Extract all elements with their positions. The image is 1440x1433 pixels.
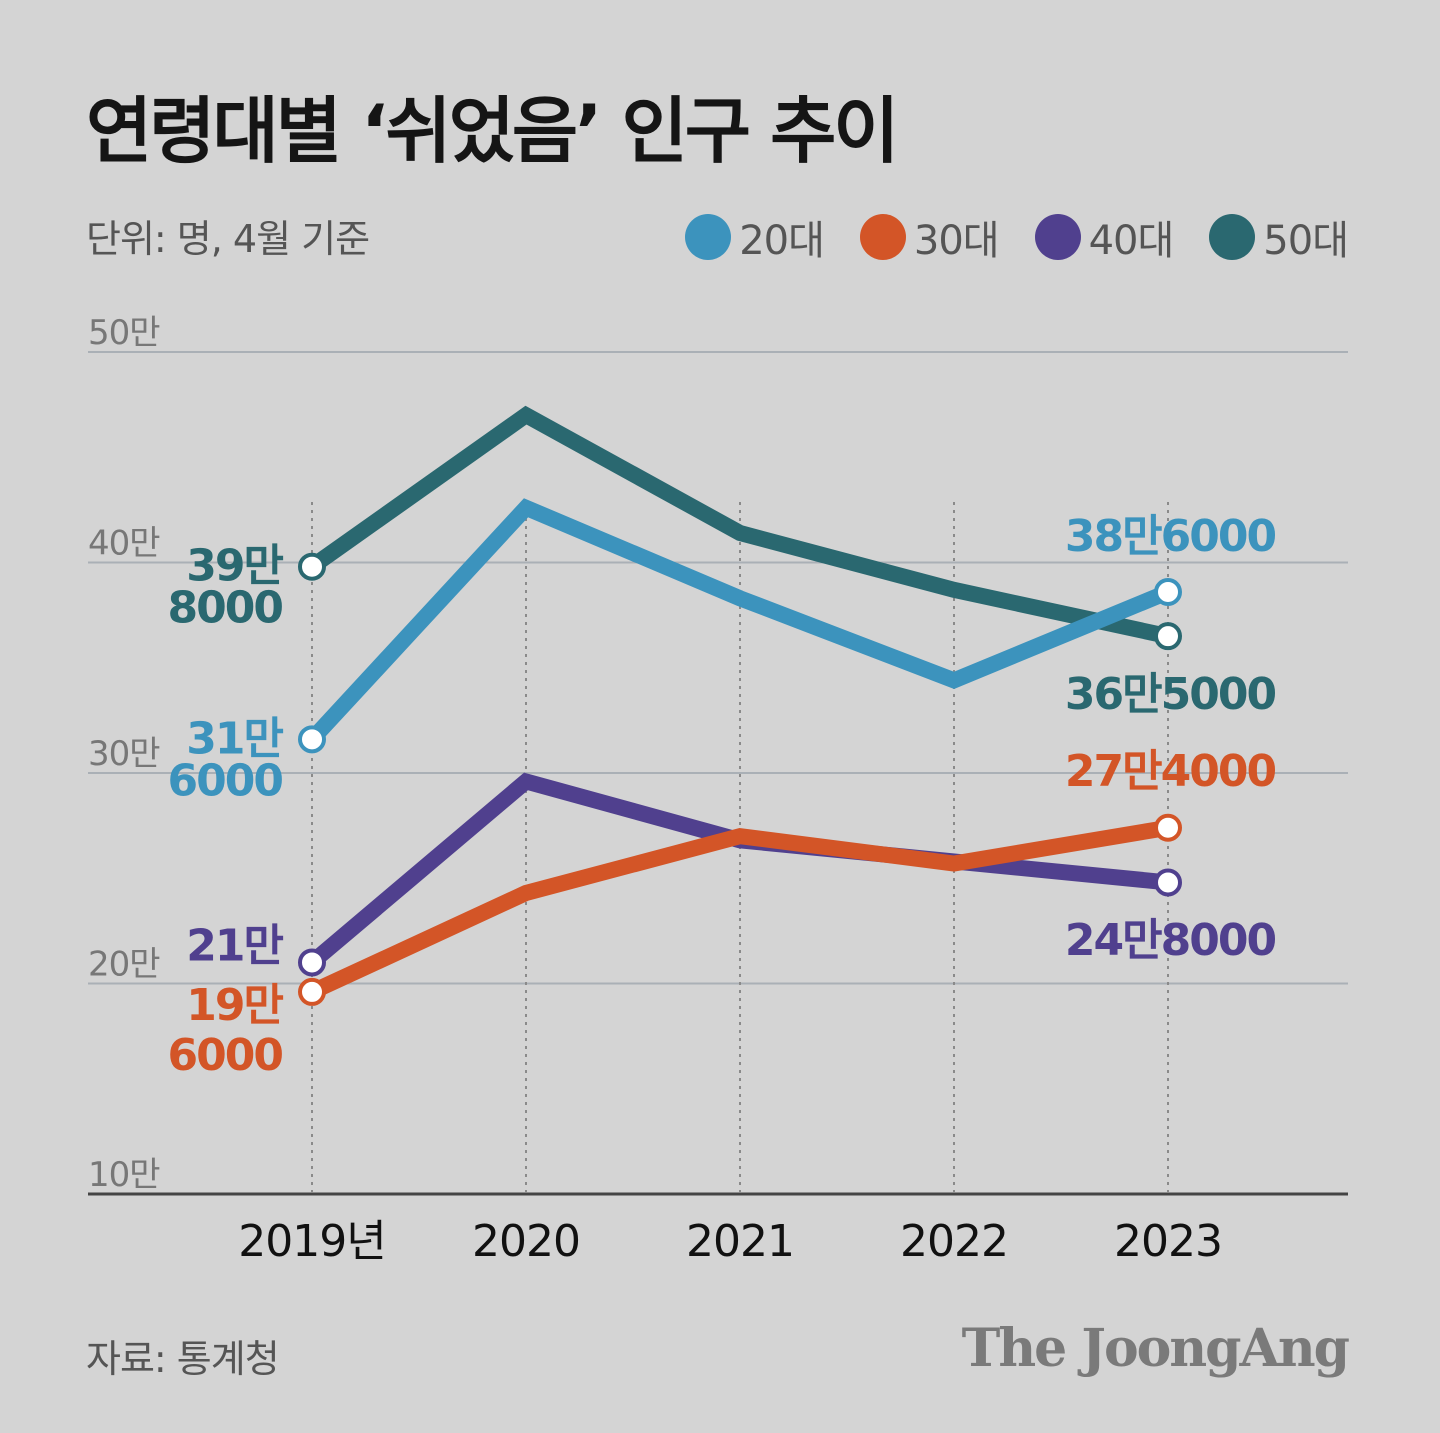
legend-label-40s: 40대 [1088, 218, 1175, 264]
legend-label-20s: 20대 [739, 218, 825, 264]
brand-logo: The JoongAng [961, 1318, 1350, 1379]
series-line-s20 [306, 498, 1172, 745]
end-value-label-s40: 24만8000 [1065, 915, 1276, 966]
y-tick-label: 40만 [88, 524, 160, 564]
unit-note: 단위: 명, 4월 기준 [86, 217, 370, 261]
start-value-label-s40: 21만 [186, 920, 283, 971]
y-tick-label: 10만 [88, 1155, 160, 1195]
start-value-label-s20: 6000 [168, 755, 283, 806]
data-point-s20 [1154, 577, 1182, 606]
legend-item-30s: 30대 [859, 208, 1000, 266]
end-value-label-s50: 36만5000 [1065, 669, 1276, 720]
x-tick-label: 2021 [686, 1216, 794, 1267]
data-point-s20 [298, 725, 326, 754]
legend-swatch-30s [859, 214, 906, 260]
legend-swatch-40s [1034, 214, 1081, 260]
end-value-label-s30: 27만4000 [1065, 746, 1276, 797]
chart-title: 연령대별 ‘쉬었음’ 인구 추이 [86, 89, 900, 173]
series-line-s30 [308, 819, 1170, 1000]
data-point-s50 [298, 552, 326, 581]
legend-swatch-50s [1209, 214, 1256, 260]
start-value-label-s30: 19만 [186, 980, 283, 1031]
x-tick-label: 2020 [472, 1216, 580, 1267]
start-value-label-s20: 31만 [186, 713, 283, 764]
y-tick-label: 20만 [88, 945, 160, 985]
x-tick-label: 2023 [1114, 1216, 1222, 1267]
data-point-s30 [298, 977, 326, 1006]
legend-item-40s: 40대 [1034, 208, 1175, 266]
legend-label-30s: 30대 [913, 218, 1000, 264]
legend-item-20s: 20대 [685, 208, 825, 266]
legend: 20대 30대 40대 50대 [685, 208, 1349, 266]
x-tick-label: 2022 [900, 1216, 1008, 1267]
end-value-label-s20: 38만6000 [1065, 511, 1276, 562]
start-value-label-s50: 39만 [186, 541, 283, 592]
start-value-label-s30: 6000 [168, 1030, 283, 1081]
series-line-s50 [307, 405, 1170, 644]
legend-label-50s: 50대 [1263, 218, 1349, 264]
y-tick-label: 30만 [88, 734, 160, 774]
data-point-s50 [1154, 622, 1182, 651]
data-point-s40 [1154, 868, 1182, 897]
source-note: 자료: 통계청 [86, 1337, 280, 1381]
data-point-s30 [1154, 813, 1182, 842]
start-value-label-s50: 8000 [168, 583, 283, 634]
x-tick-label: 2019년 [238, 1216, 385, 1267]
legend-swatch-20s [685, 214, 732, 260]
legend-item-50s: 50대 [1209, 208, 1349, 266]
data-point-s40 [298, 948, 326, 977]
y-tick-label: 50만 [88, 313, 160, 353]
